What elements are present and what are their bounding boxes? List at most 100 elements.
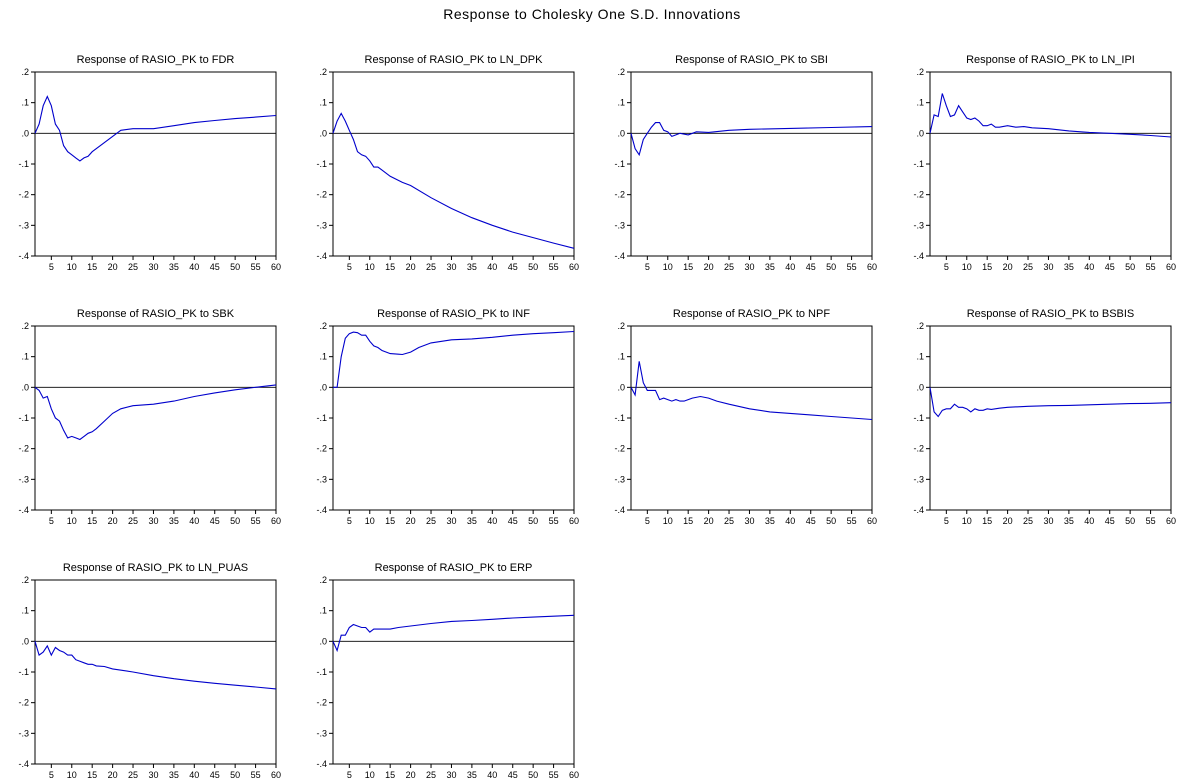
y-tick-label: .2	[319, 321, 327, 331]
x-tick-label: 50	[826, 262, 836, 272]
y-tick-label: -.3	[18, 220, 29, 230]
x-tick-label: 10	[962, 262, 972, 272]
x-tick-label: 35	[467, 770, 477, 780]
x-tick-label: 35	[765, 262, 775, 272]
y-tick-label: -.2	[316, 444, 327, 454]
response-line	[332, 112, 575, 249]
y-tick-label: .0	[21, 382, 29, 392]
x-tick-label: 5	[347, 516, 352, 526]
chart-title: Response of RASIO_PK to NPF	[673, 308, 830, 320]
x-tick-label: 50	[1125, 516, 1135, 526]
x-tick-label: 60	[569, 262, 579, 272]
x-tick-label: 35	[169, 262, 179, 272]
y-tick-label: .0	[319, 128, 327, 138]
y-tick-label: .1	[319, 352, 327, 362]
plot-frame	[929, 71, 1172, 257]
x-tick-label: 25	[1023, 262, 1033, 272]
chart-panel: Response of RASIO_PK to INF .2 .1 .0 -.1 -.2 -…	[316, 308, 579, 526]
y-tick-label: -.1	[913, 159, 924, 169]
x-tick-label: 15	[87, 516, 97, 526]
x-tick-label: 20	[406, 262, 416, 272]
plot-frame	[34, 325, 277, 511]
x-tick-label: 35	[1064, 516, 1074, 526]
y-tick-label: .2	[617, 67, 625, 77]
y-tick-label: .2	[319, 67, 327, 77]
x-tick-label: 35	[169, 770, 179, 780]
chart-panel: Response of RASIO_PK to NPF .2 .1 .0 -.1 -.2 -…	[614, 308, 877, 526]
chart-panel: Response of RASIO_PK to BSBIS .2 .1 .0 -.1 -.…	[913, 308, 1176, 526]
figure-title: Response to Cholesky One S.D. Innovation…	[443, 6, 741, 22]
chart-panel: Response of RASIO_PK to ERP .2 .1 .0 -.1 -.2 -…	[316, 562, 579, 780]
x-tick-label: 30	[148, 262, 158, 272]
y-tick-label: -.2	[18, 698, 29, 708]
x-tick-label: 5	[944, 516, 949, 526]
x-tick-label: 10	[365, 262, 375, 272]
x-tick-label: 60	[569, 516, 579, 526]
x-tick-label: 55	[549, 516, 559, 526]
x-tick-label: 10	[365, 516, 375, 526]
x-tick-label: 50	[230, 516, 240, 526]
plot-frame	[34, 71, 277, 257]
x-tick-label: 30	[446, 262, 456, 272]
y-tick-label: .2	[319, 575, 327, 585]
plot-frame	[630, 71, 873, 257]
x-tick-label: 30	[148, 770, 158, 780]
chart-title: Response of RASIO_PK to LN_DPK	[365, 54, 544, 66]
y-tick-label: .2	[21, 321, 29, 331]
x-tick-label: 30	[148, 516, 158, 526]
y-tick-label: .0	[319, 636, 327, 646]
x-tick-label: 40	[1084, 516, 1094, 526]
x-tick-label: 40	[487, 516, 497, 526]
y-tick-label: .2	[916, 321, 924, 331]
x-tick-label: 20	[406, 516, 416, 526]
x-tick-label: 55	[1146, 262, 1156, 272]
x-tick-label: 40	[785, 516, 795, 526]
x-tick-label: 55	[251, 770, 261, 780]
x-tick-label: 60	[867, 262, 877, 272]
y-tick-label: -.3	[18, 474, 29, 484]
x-tick-label: 20	[108, 516, 118, 526]
y-tick-label: -.4	[316, 759, 327, 769]
y-tick-label: -.3	[614, 220, 625, 230]
x-tick-label: 15	[683, 516, 693, 526]
chart-panel: Response of RASIO_PK to LN_DPK .2 .1 .0 -.1 -…	[316, 54, 579, 272]
y-tick-label: -.2	[18, 444, 29, 454]
y-tick-label: -.1	[614, 413, 625, 423]
y-tick-label: .1	[916, 352, 924, 362]
x-tick-label: 50	[1125, 262, 1135, 272]
x-tick-label: 45	[1105, 262, 1115, 272]
x-tick-label: 55	[1146, 516, 1156, 526]
chart-panel: Response of RASIO_PK to FDR .2 .1 .0 -.1 -.2 -…	[18, 54, 281, 272]
x-tick-label: 20	[704, 262, 714, 272]
y-tick-label: -.1	[18, 159, 29, 169]
x-tick-label: 30	[446, 516, 456, 526]
x-tick-label: 45	[1105, 516, 1115, 526]
y-tick-label: -.4	[316, 251, 327, 261]
y-tick-label: .1	[617, 98, 625, 108]
x-tick-label: 10	[67, 262, 77, 272]
chart-title: Response of RASIO_PK to BSBIS	[967, 308, 1135, 320]
x-tick-label: 30	[1043, 516, 1053, 526]
x-tick-label: 15	[87, 770, 97, 780]
x-tick-label: 25	[724, 262, 734, 272]
x-tick-label: 20	[406, 770, 416, 780]
response-line	[929, 93, 1172, 138]
x-tick-label: 15	[982, 516, 992, 526]
y-tick-label: -.3	[614, 474, 625, 484]
x-tick-label: 35	[169, 516, 179, 526]
x-tick-label: 20	[108, 770, 118, 780]
chart-title: Response of RASIO_PK to INF	[377, 308, 530, 320]
x-tick-label: 55	[549, 262, 559, 272]
y-tick-label: -.4	[913, 505, 924, 515]
y-tick-label: .1	[21, 606, 29, 616]
x-tick-label: 35	[765, 516, 775, 526]
chart-panel: Response of RASIO_PK to LN_PUAS .2 .1 .0 -.1…	[18, 562, 281, 780]
plot-frame	[332, 579, 575, 765]
y-tick-label: -.2	[18, 190, 29, 200]
x-tick-label: 25	[426, 262, 436, 272]
x-tick-label: 20	[108, 262, 118, 272]
x-tick-label: 5	[49, 516, 54, 526]
x-tick-label: 45	[508, 262, 518, 272]
x-tick-label: 15	[385, 770, 395, 780]
y-tick-label: .0	[617, 128, 625, 138]
